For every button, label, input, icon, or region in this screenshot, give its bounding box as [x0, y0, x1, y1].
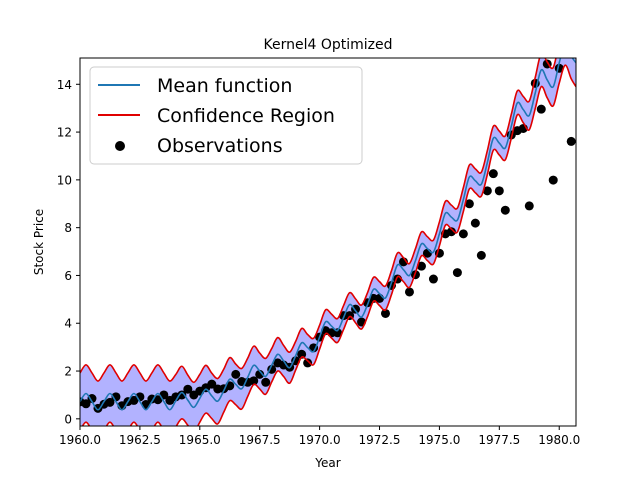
x-tick-label: 1967.5	[239, 433, 281, 447]
y-tick-label: 4	[64, 317, 72, 331]
observation-point	[494, 186, 504, 196]
observation-point	[428, 274, 438, 284]
plot-frame	[79, 57, 577, 427]
observation-point	[500, 205, 510, 215]
observation-point	[153, 395, 163, 405]
observation-point	[548, 175, 558, 185]
observation-point	[81, 399, 91, 409]
legend-observations-swatch	[115, 141, 125, 151]
observation-point	[458, 229, 468, 239]
observation-point	[404, 287, 414, 297]
y-tick-label: 14	[57, 78, 72, 92]
observation-point	[261, 377, 271, 387]
legend-confidence-label: Confidence Region	[157, 105, 335, 127]
confidence-lower-line	[81, 64, 576, 426]
observation-point	[488, 169, 498, 179]
chart-title: Kernel4 Optimized	[263, 37, 392, 53]
confidence-upper-line	[80, 58, 557, 384]
x-tick-label: 1960.0	[59, 433, 101, 447]
observation-point	[446, 227, 456, 237]
legend-mean-label: Mean function	[157, 75, 292, 97]
observation-point	[183, 384, 193, 394]
observation-point	[249, 376, 259, 386]
y-tick-label: 12	[57, 126, 72, 140]
observation-point	[524, 201, 534, 211]
legend: Mean function Confidence Region Observat…	[89, 66, 363, 165]
y-tick-label: 10	[57, 173, 72, 187]
x-tick-label: 1980.0	[538, 433, 580, 447]
observation-point	[416, 261, 426, 271]
mean-function-line	[80, 58, 576, 411]
confidence-fill	[80, 58, 576, 426]
x-tick-label: 1975.0	[418, 433, 460, 447]
x-axis: 1960.0 1962.5 1965.0 1967.5 1970.0 1972.5 1975…	[59, 426, 580, 447]
observation-point	[536, 104, 546, 114]
plot-area	[80, 58, 576, 426]
observation-point	[482, 186, 492, 196]
observation-point	[207, 379, 217, 389]
observation-point	[476, 250, 486, 260]
observation-point	[87, 394, 97, 404]
y-tick-label: 8	[64, 221, 72, 235]
observation-point	[177, 390, 187, 400]
observation-point	[381, 308, 391, 318]
observation-point	[255, 369, 265, 379]
observation-point	[566, 136, 576, 146]
x-tick-label: 1965.0	[179, 433, 221, 447]
y-axis: 0 2 4 6 8 10 12 14	[57, 78, 80, 426]
y-tick-label: 2	[64, 365, 72, 379]
observation-point	[470, 218, 480, 228]
y-axis-label: Stock Price	[32, 209, 46, 275]
legend-box	[89, 66, 363, 165]
x-tick-label: 1962.5	[119, 433, 161, 447]
observation-point	[231, 369, 241, 379]
observation-point	[452, 268, 462, 278]
observation-point	[464, 199, 474, 209]
y-tick-label: 0	[64, 412, 72, 426]
legend-observations-label: Observations	[157, 135, 283, 157]
x-axis-label: Year	[314, 456, 340, 470]
x-tick-label: 1970.0	[299, 433, 341, 447]
observation-point	[105, 397, 115, 407]
x-tick-label: 1977.5	[478, 433, 520, 447]
x-tick-label: 1972.5	[359, 433, 401, 447]
y-tick-label: 6	[64, 269, 72, 283]
observation-point	[303, 358, 313, 368]
